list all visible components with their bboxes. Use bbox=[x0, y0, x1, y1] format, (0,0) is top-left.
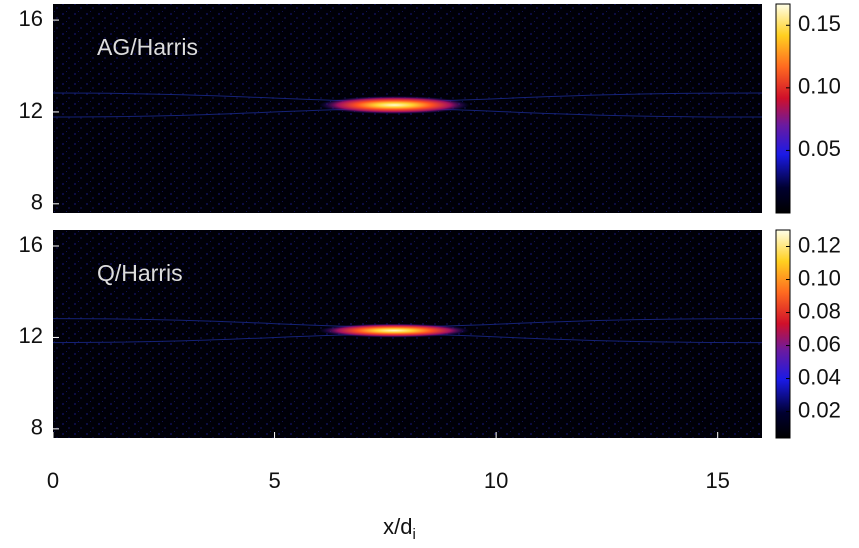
colorbar-tick-label: 0.06 bbox=[798, 331, 841, 356]
x-axis-label: x/di bbox=[383, 514, 416, 543]
panel-label: AG/Harris bbox=[97, 34, 198, 60]
x-tick-label: 5 bbox=[268, 468, 280, 493]
y-tick-label: 12 bbox=[19, 98, 43, 123]
colorbar-tick-label: 0.08 bbox=[798, 298, 841, 323]
y-tick-label: 16 bbox=[19, 232, 43, 257]
colorbar bbox=[775, 229, 791, 439]
colorbar bbox=[775, 3, 791, 214]
colorbar-tick-label: 0.05 bbox=[798, 136, 841, 161]
colorbar-tick-label: 0.02 bbox=[798, 397, 841, 422]
heatmap-hotspot bbox=[318, 96, 470, 115]
y-tick-label: 8 bbox=[31, 190, 43, 215]
plot-area: AG/Harris 8 12 16 0.05 0.10 0.15 Q/Harris 8 12 16 0… bbox=[19, 3, 841, 543]
x-tick-label: 15 bbox=[705, 468, 729, 493]
x-tick-label: 0 bbox=[47, 468, 59, 493]
colorbar-tick-label: 0.04 bbox=[798, 364, 841, 389]
colorbar-tick-label: 0.10 bbox=[798, 265, 841, 290]
y-tick-label: 16 bbox=[19, 6, 43, 31]
panel-label: Q/Harris bbox=[97, 260, 183, 286]
colorbar-tick-label: 0.12 bbox=[798, 232, 841, 257]
y-tick-label: 8 bbox=[31, 415, 43, 440]
colorbar-tick-label: 0.10 bbox=[798, 74, 841, 99]
x-tick-label: 10 bbox=[484, 468, 508, 493]
x-axis-label-sub: i bbox=[413, 526, 416, 543]
y-tick-label: 12 bbox=[19, 323, 43, 348]
colorbar-tick-label: 0.15 bbox=[798, 11, 841, 36]
x-axis-label-main: x/d bbox=[383, 514, 412, 539]
heatmap-hotspot bbox=[318, 323, 470, 338]
